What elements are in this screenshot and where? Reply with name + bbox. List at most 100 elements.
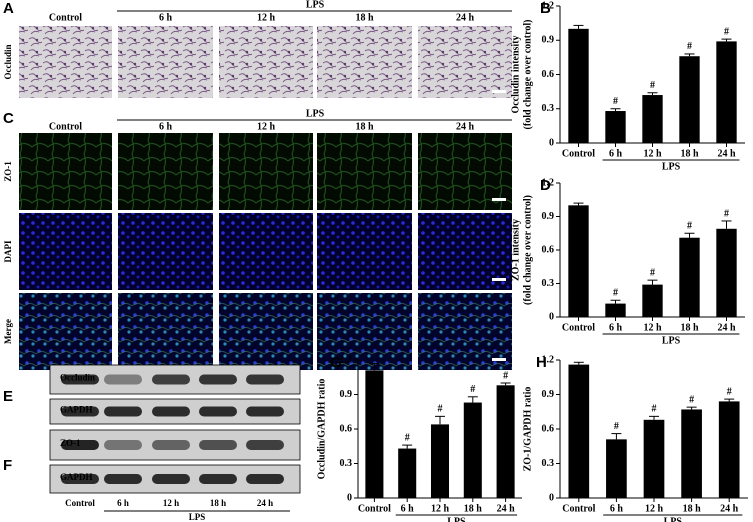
y-axis-label: Occludin intensity (510, 35, 521, 113)
blot-band (152, 406, 190, 417)
bar (642, 95, 663, 143)
scale-bar (492, 90, 506, 93)
micrograph (418, 213, 512, 290)
column-label: 12 h (163, 498, 179, 508)
x-tick-label: 18 h (680, 148, 699, 159)
group-label: LPS (306, 108, 325, 119)
y-tick-label: 0.3 (542, 458, 555, 469)
error-bar (611, 433, 622, 440)
error-bar (647, 92, 658, 96)
bar (605, 303, 626, 317)
column-label: 18 h (355, 12, 374, 23)
x-tick-label: 24 h (717, 322, 736, 333)
blot-label: Occludin (60, 373, 95, 383)
significance-mark: # (503, 370, 508, 381)
bar (716, 228, 737, 317)
x-tick-label: Control (562, 322, 595, 333)
y-tick-label: 1.2 (340, 354, 353, 365)
y-tick-label: 0.9 (542, 389, 555, 400)
y-tick-label: 0.3 (340, 458, 353, 469)
blot-band (246, 474, 284, 484)
bar (681, 409, 702, 498)
bar (568, 28, 589, 143)
column-label: 18 h (355, 121, 374, 132)
panel-letter: G (330, 354, 342, 371)
x-tick-label: 6 h (401, 503, 415, 514)
y-tick-label: 0 (347, 492, 352, 503)
blot-band (61, 474, 99, 484)
blot-band (104, 406, 142, 417)
panel-letter: F (3, 457, 12, 474)
bar (398, 448, 417, 498)
scale-bar (492, 198, 506, 201)
column-label: 24 h (456, 121, 475, 132)
micrograph (418, 133, 512, 210)
blot-band (246, 440, 284, 450)
significance-mark: # (689, 394, 694, 405)
bar (568, 364, 590, 498)
group-label: LPS (447, 516, 466, 522)
error-bar (647, 279, 658, 285)
y-axis-label: (fold change over control) (522, 195, 533, 305)
error-bar (573, 202, 584, 206)
panel-letter: A (3, 0, 14, 17)
micrograph (219, 293, 313, 370)
blot-band (61, 374, 99, 385)
column-label: 18 h (210, 498, 226, 508)
blot-band (61, 440, 99, 450)
bar (718, 401, 740, 498)
panel-letter: C (3, 110, 14, 127)
group-label: LPS (189, 512, 206, 522)
error-bar (724, 398, 735, 402)
bar (679, 237, 700, 317)
blot-band (246, 406, 284, 417)
group-label: LPS (664, 516, 683, 522)
bar (642, 284, 663, 317)
column-label: 6 h (117, 498, 129, 508)
y-tick-label: 0.9 (340, 389, 353, 400)
column-label: Control (65, 498, 95, 508)
significance-mark: # (438, 404, 443, 415)
column-label: Control (49, 121, 82, 132)
column-label: 6 h (159, 12, 173, 23)
micrograph (219, 133, 313, 210)
column-label: 6 h (159, 121, 173, 132)
y-axis-label: ZO-1 intensity (510, 219, 521, 281)
x-tick-label: Control (562, 503, 595, 514)
significance-mark: # (405, 432, 410, 443)
y-axis-label: Occludin/GAPDH ratio (316, 379, 327, 480)
significance-mark: # (724, 26, 729, 37)
blot-band (61, 406, 99, 417)
scale-bar (492, 278, 506, 281)
error-bar (402, 444, 413, 449)
x-tick-label: 24 h (497, 503, 516, 514)
group-label: LPS (662, 161, 681, 172)
blot-band (199, 440, 237, 450)
blot-band (152, 374, 190, 385)
x-tick-label: 18 h (464, 503, 483, 514)
error-bar (573, 24, 584, 29)
row-label: DAPI (3, 240, 13, 262)
y-tick-label: 0.9 (542, 35, 555, 46)
x-tick-label: 18 h (680, 322, 699, 333)
bar (496, 385, 515, 498)
group-label: LPS (306, 0, 325, 10)
y-tick-label: 0.6 (340, 423, 353, 434)
column-label: 24 h (456, 12, 475, 23)
micrograph (219, 213, 313, 290)
y-tick-label: 1.2 (542, 354, 555, 365)
error-bar (573, 361, 584, 365)
error-bar (721, 38, 732, 42)
panel-letter: D (540, 177, 551, 194)
y-tick-label: 1.2 (542, 177, 555, 188)
bar (605, 111, 626, 143)
blot-band (199, 474, 237, 484)
significance-mark: # (724, 208, 729, 219)
column-label: 24 h (257, 498, 273, 508)
significance-mark: # (687, 41, 692, 52)
significance-mark: # (650, 80, 655, 91)
micrograph (317, 213, 412, 290)
panel-letter: H (536, 354, 547, 371)
error-bar (686, 406, 697, 410)
